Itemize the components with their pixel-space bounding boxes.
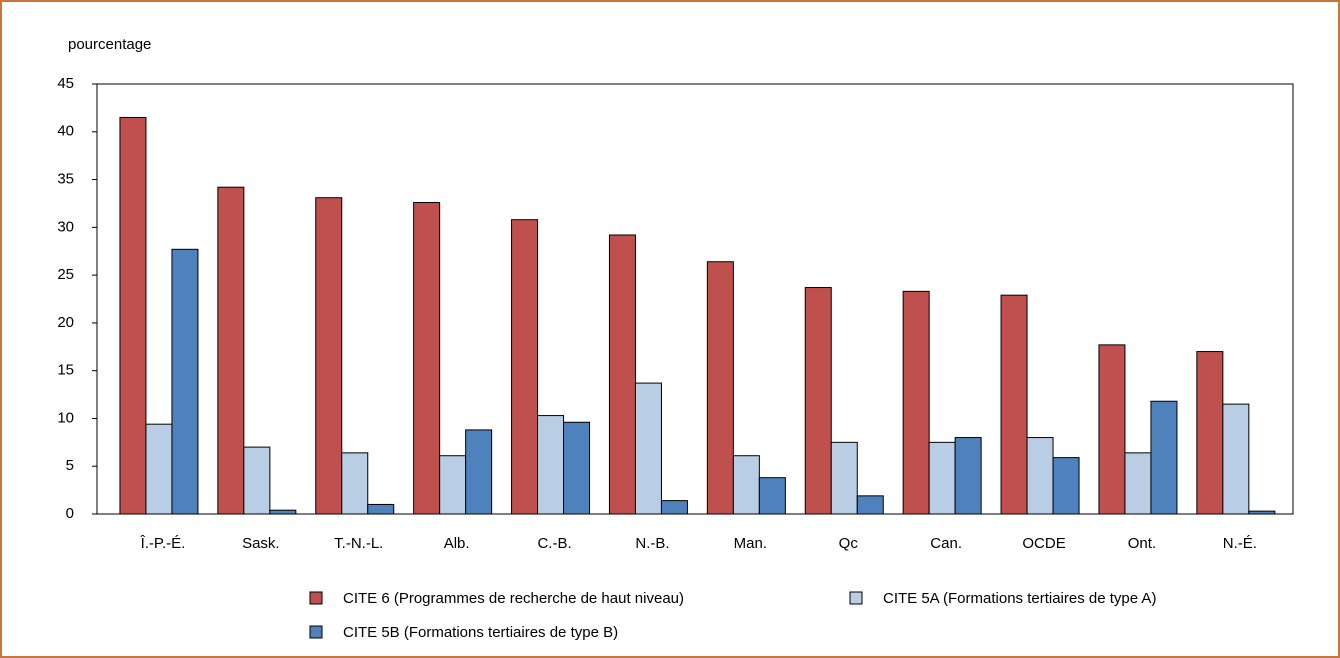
bar bbox=[465, 429, 493, 515]
bar bbox=[1150, 400, 1178, 515]
bar bbox=[732, 455, 760, 515]
x-tick-label: Qc bbox=[839, 535, 859, 552]
y-tick-label: 35 bbox=[57, 171, 74, 188]
bar bbox=[511, 219, 539, 515]
bar bbox=[439, 455, 467, 515]
y-tick-label: 30 bbox=[57, 218, 74, 235]
bar bbox=[341, 452, 369, 515]
bar bbox=[830, 441, 858, 515]
x-tick-label: Alb. bbox=[444, 535, 470, 552]
bar bbox=[1098, 344, 1126, 515]
y-tick-label: 40 bbox=[57, 123, 74, 140]
bar bbox=[1196, 351, 1224, 515]
bar bbox=[367, 503, 395, 515]
bar bbox=[758, 477, 786, 515]
x-tick-label: Î.-P.-É. bbox=[140, 535, 186, 552]
bar bbox=[243, 446, 271, 515]
y-tick-label: 25 bbox=[57, 266, 74, 283]
bar bbox=[315, 197, 343, 515]
plot-frame bbox=[96, 83, 1294, 515]
bar bbox=[1124, 452, 1152, 515]
x-tick-label: Ont. bbox=[1128, 535, 1156, 552]
bar bbox=[269, 509, 297, 515]
bar bbox=[1248, 510, 1276, 515]
x-tick-label: C.-B. bbox=[537, 535, 571, 552]
y-tick-label: 45 bbox=[57, 75, 74, 92]
bar bbox=[706, 261, 734, 515]
bar bbox=[954, 437, 982, 515]
y-tick-label: 10 bbox=[57, 409, 74, 426]
bar bbox=[660, 500, 688, 515]
x-tick-label: Can. bbox=[930, 535, 962, 552]
bar bbox=[1222, 403, 1250, 515]
bar bbox=[563, 421, 591, 515]
bar bbox=[1000, 294, 1028, 515]
bar bbox=[119, 116, 147, 515]
bar bbox=[1026, 437, 1054, 515]
legend-swatch bbox=[309, 625, 323, 639]
x-tick-label: N.-B. bbox=[635, 535, 669, 552]
x-tick-label: Man. bbox=[734, 535, 767, 552]
x-tick-label: T.-N.-L. bbox=[334, 535, 383, 552]
legend-label: CITE 5A (Formations tertiaires de type A… bbox=[883, 590, 1156, 607]
bar bbox=[537, 415, 565, 515]
legend-label: CITE 6 (Programmes de recherche de haut … bbox=[343, 590, 684, 607]
legend-swatch bbox=[309, 591, 323, 605]
bar bbox=[413, 201, 441, 515]
bar bbox=[928, 441, 956, 515]
bar bbox=[217, 186, 245, 515]
bar bbox=[804, 287, 832, 515]
y-tick-label: 20 bbox=[57, 314, 74, 331]
legend-swatch bbox=[849, 591, 863, 605]
bar bbox=[902, 290, 930, 515]
x-tick-label: N.-É. bbox=[1223, 535, 1257, 552]
bar bbox=[856, 495, 884, 515]
bar bbox=[634, 382, 662, 515]
y-tick-label: 0 bbox=[66, 505, 74, 522]
bar bbox=[608, 234, 636, 515]
y-tick-label: 15 bbox=[57, 362, 74, 379]
x-tick-label: Sask. bbox=[242, 535, 280, 552]
bar bbox=[145, 423, 173, 515]
y-tick-label: 5 bbox=[66, 457, 74, 474]
bar bbox=[1052, 457, 1080, 515]
x-tick-label: OCDE bbox=[1022, 535, 1065, 552]
bar bbox=[171, 248, 199, 515]
y-axis-label: pourcentage bbox=[68, 36, 151, 53]
legend-label: CITE 5B (Formations tertiaires de type B… bbox=[343, 624, 618, 641]
